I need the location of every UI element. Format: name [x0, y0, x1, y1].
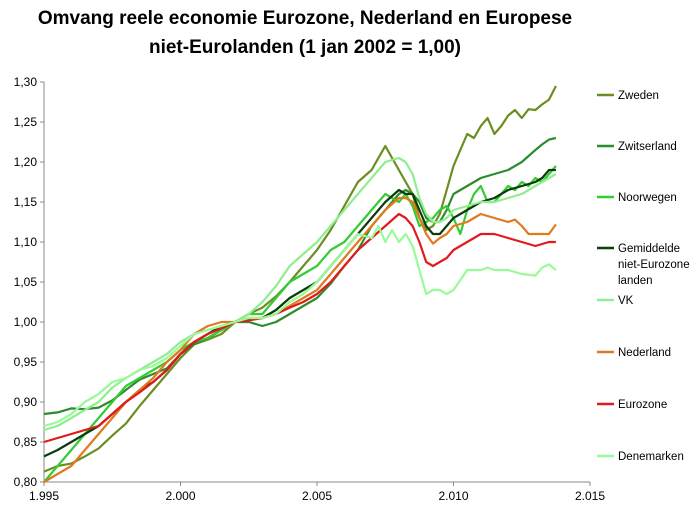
- y-tick-label: 1,25: [14, 115, 38, 129]
- y-tick-label: 1,10: [14, 235, 38, 249]
- series-line-zweden: [43, 85, 557, 473]
- series-line-eurozone: [43, 212, 556, 444]
- x-tick-label: 2.015: [575, 489, 605, 503]
- y-tick-label: 1,20: [14, 155, 38, 169]
- y-tick-label: 0,85: [14, 435, 38, 449]
- y-tick-label: 1,30: [14, 75, 38, 89]
- y-tick-label: 1,15: [14, 195, 38, 209]
- chart-title-line-1: Omvang reele economie Eurozone, Nederlan…: [37, 8, 573, 29]
- series-line-noorwegen: [43, 165, 557, 483]
- x-tick-label: 2.010: [438, 489, 468, 503]
- x-tick-label: 2.000: [165, 489, 195, 503]
- y-tick-label: 0,80: [14, 475, 38, 489]
- chart-title: Omvang reele economie Eurozone, Nederlan…: [0, 4, 610, 62]
- legend: Zweden Zwitserland Noorwegen Gemiddelde niet…: [597, 90, 690, 463]
- series-line-vk: [43, 156, 557, 432]
- series-lines: [43, 85, 557, 483]
- x-axis-ticks: 1.995 2.000 2.005 2.010 2.015: [29, 482, 605, 503]
- y-tick-label: 0,90: [14, 395, 38, 409]
- legend-label-zweden: Zweden: [618, 90, 659, 102]
- y-tick-label: 0,95: [14, 355, 38, 369]
- y-axis-ticks: 0,80 0,85 0,90 0,95 1,00 1,05 1,10 1,15 1,20 1,25…: [14, 75, 44, 489]
- x-tick-label: 2.005: [302, 489, 332, 503]
- chart-title-line-2: niet-Eurolanden (1 jan 2002 = 1,00): [148, 37, 462, 58]
- legend-label-gemiddelde-niet-eurozone-landen: niet-Eurozone: [618, 259, 690, 271]
- x-tick-label: 1.995: [29, 489, 59, 503]
- legend-label-denemarken: Denemarken: [618, 451, 684, 463]
- series-line-gemiddelde-niet-eurozone-landen: [43, 168, 556, 458]
- legend-label-nederland: Nederland: [618, 347, 671, 359]
- series-line-nederland: [43, 196, 557, 483]
- legend-label-gemiddelde-niet-eurozone-landen: Gemiddelde: [618, 243, 680, 255]
- legend-label-noorwegen: Noorwegen: [618, 192, 677, 204]
- legend-label-eurozone: Eurozone: [618, 399, 667, 411]
- y-tick-label: 1,00: [14, 315, 38, 329]
- series-line-denemarken: [43, 224, 557, 428]
- legend-label-gemiddelde-niet-eurozone-landen: landen: [618, 275, 653, 287]
- legend-label-zwitserland: Zwitserland: [618, 141, 677, 153]
- y-tick-label: 1,05: [14, 275, 38, 289]
- legend-label-vk: VK: [618, 295, 634, 307]
